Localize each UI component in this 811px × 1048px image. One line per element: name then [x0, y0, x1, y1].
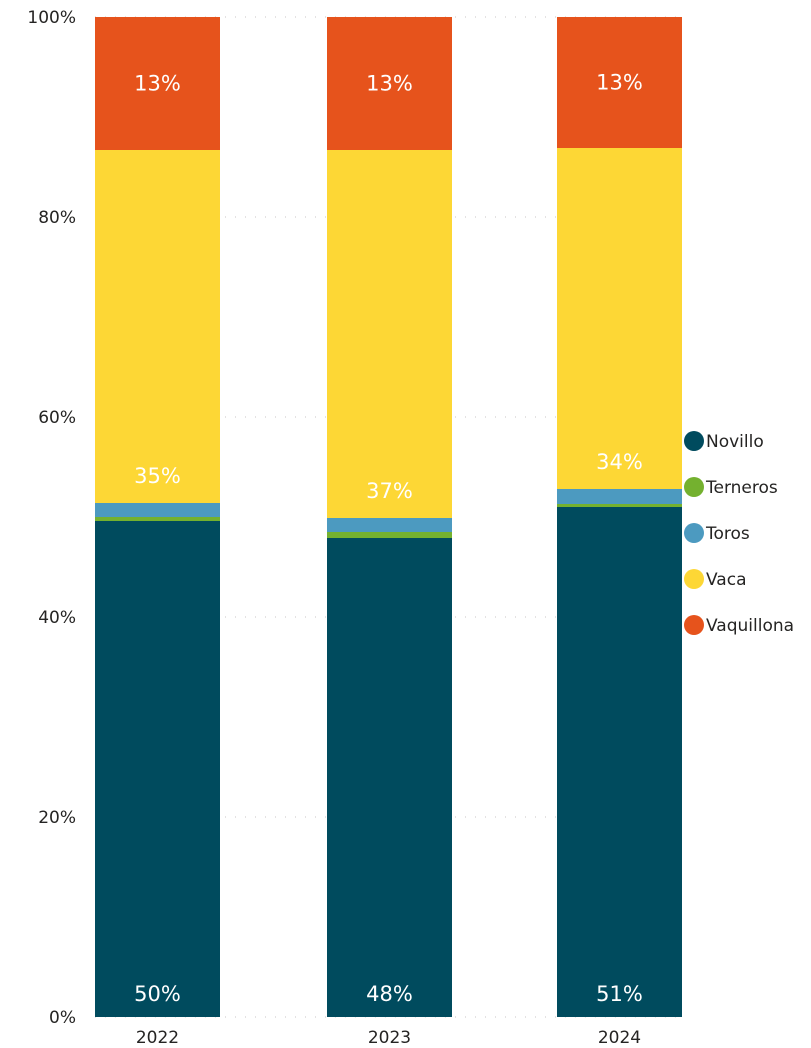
y-tick-label: 100% [27, 8, 76, 28]
bar-segment-vaquillona[interactable] [557, 17, 682, 148]
y-tick-label: 0% [49, 1008, 76, 1028]
bar-segment-terneros[interactable] [557, 504, 682, 507]
bar-segment-vaquillona[interactable] [327, 17, 452, 150]
legend-label: Terneros [705, 478, 778, 498]
y-tick-label: 60% [38, 408, 76, 428]
bar-segment-vaca[interactable] [327, 150, 452, 518]
bar-segment-terneros[interactable] [95, 517, 220, 521]
legend-item-terneros[interactable]: Terneros [684, 477, 778, 498]
y-tick-label: 40% [38, 608, 76, 628]
data-label-vaquillona: 13% [366, 72, 413, 96]
data-label-vaca: 34% [596, 450, 643, 474]
x-tick-label: 2022 [136, 1028, 179, 1048]
bar-segment-toros[interactable] [95, 503, 220, 517]
x-tick-label: 2023 [368, 1028, 411, 1048]
y-axis: 0% 20% 40% 60% 80% 100% [27, 8, 76, 1028]
legend-marker [684, 569, 704, 589]
legend-marker [684, 523, 704, 543]
y-tick-label: 20% [38, 808, 76, 828]
x-axis: 2022 2023 2024 [136, 1028, 641, 1048]
bar-segment-novillo[interactable] [95, 521, 220, 1017]
legend-label: Vaquillona [706, 616, 794, 636]
bar-segment-novillo[interactable] [557, 507, 682, 1017]
data-label-novillo: 50% [134, 982, 181, 1006]
bar-segment-vaquillona[interactable] [95, 17, 220, 150]
data-label-vaquillona: 13% [134, 72, 181, 96]
bar-segment-vaca[interactable] [95, 150, 220, 503]
legend-label: Novillo [706, 432, 764, 452]
legend-label: Vaca [706, 570, 747, 590]
bars: 50% 35% 13% 48% 37% 13% 51% 34% 13% [95, 17, 682, 1017]
y-tick-label: 80% [38, 208, 76, 228]
legend: Novillo Terneros Toros Vaca Vaquillona [684, 431, 794, 636]
bar-segment-toros[interactable] [557, 489, 682, 504]
bar-segment-novillo[interactable] [327, 538, 452, 1017]
data-label-vaca: 37% [366, 479, 413, 503]
legend-marker [684, 477, 704, 497]
x-tick-label: 2024 [598, 1028, 641, 1048]
data-label-novillo: 51% [596, 982, 643, 1006]
legend-label: Toros [705, 524, 750, 544]
legend-item-novillo[interactable]: Novillo [684, 431, 764, 452]
legend-marker [684, 431, 704, 451]
legend-item-vaquillona[interactable]: Vaquillona [684, 615, 794, 636]
bar-segment-vaca[interactable] [557, 148, 682, 489]
bar-segment-terneros[interactable] [327, 532, 452, 538]
data-label-vaca: 35% [134, 464, 181, 488]
bar-segment-toros[interactable] [327, 518, 452, 532]
legend-marker [684, 615, 704, 635]
data-label-novillo: 48% [366, 982, 413, 1006]
legend-item-vaca[interactable]: Vaca [684, 569, 747, 590]
data-label-vaquillona: 13% [596, 71, 643, 95]
legend-item-toros[interactable]: Toros [684, 523, 750, 544]
